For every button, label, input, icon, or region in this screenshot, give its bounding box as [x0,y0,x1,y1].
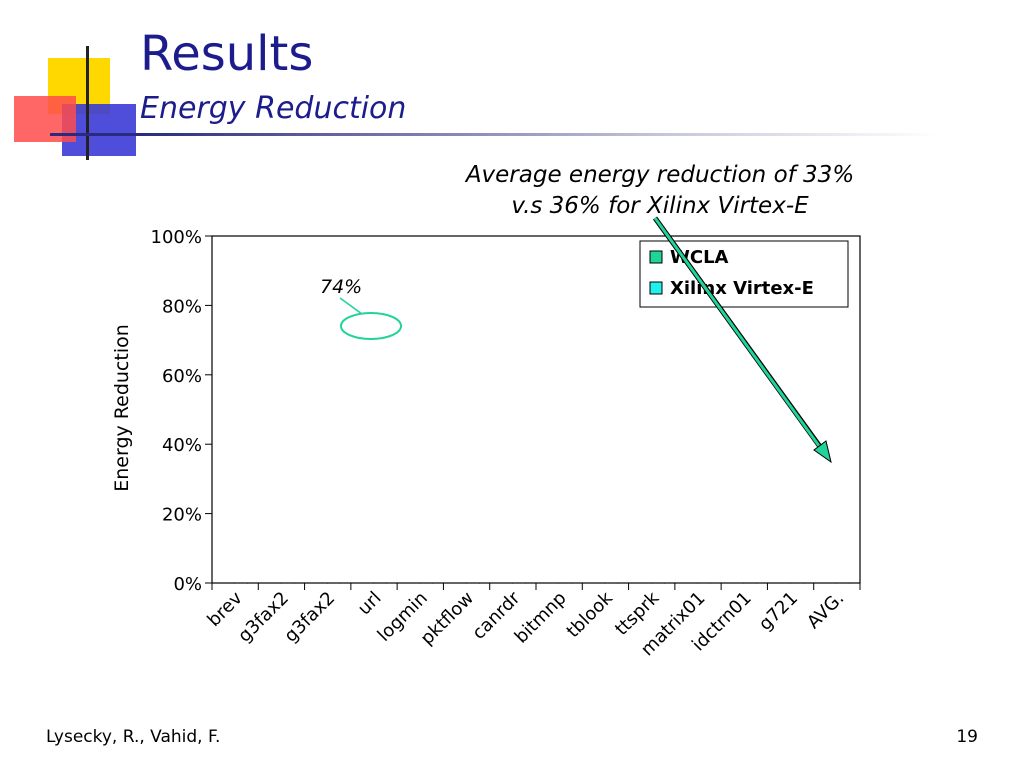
y-tick-label: 80% [162,296,202,317]
callout-text: Average energy reduction of 33% v.s 36% … [440,160,880,222]
x-category-label: tblook [563,587,618,642]
y-tick-label: 0% [173,574,202,595]
y-axis-label: Energy Reduction [111,324,133,492]
y-tick-label: 20% [162,505,202,526]
legend-swatch [649,281,663,295]
legend-swatch [649,250,663,264]
footer-authors: Lysecky, R., Vahid, F. [46,727,221,747]
callout-line-1: Average energy reduction of 33% [465,162,855,188]
slide-subtitle: Energy Reduction [140,91,407,126]
x-category-label: url [354,588,386,620]
legend-label: Xilinx Virtex-E [670,278,814,299]
y-tick-label: 60% [162,366,202,387]
annotation-label: 74% [320,276,362,298]
callout-arrow-shaft-fill [653,217,824,451]
y-tick-label: 100% [151,227,202,248]
page-number: 19 [956,727,978,747]
legend-box [639,240,849,308]
x-category-label: g3fax2 [280,588,339,647]
title-rule [50,133,940,136]
annotation-74: 74% [320,276,402,340]
x-category-label: AVG. [803,588,848,633]
x-category-label: g3fax2 [234,588,293,647]
y-tick-labels: 0% 20% 40% 60% 80% 100% [151,227,202,595]
decor-vertical-line [86,46,89,160]
y-tick-label: 40% [162,435,202,456]
annotation-leader [339,297,363,315]
callout-arrow [652,216,832,464]
callout-arrowhead [813,440,832,464]
callout-line-2: v.s 36% for Xilinx Virtex-E [511,193,809,219]
x-category-label: g721 [755,588,802,635]
annotation-ellipse [340,312,402,340]
x-category-label: bitmnp [511,588,571,648]
slide-title: Results [140,26,314,82]
